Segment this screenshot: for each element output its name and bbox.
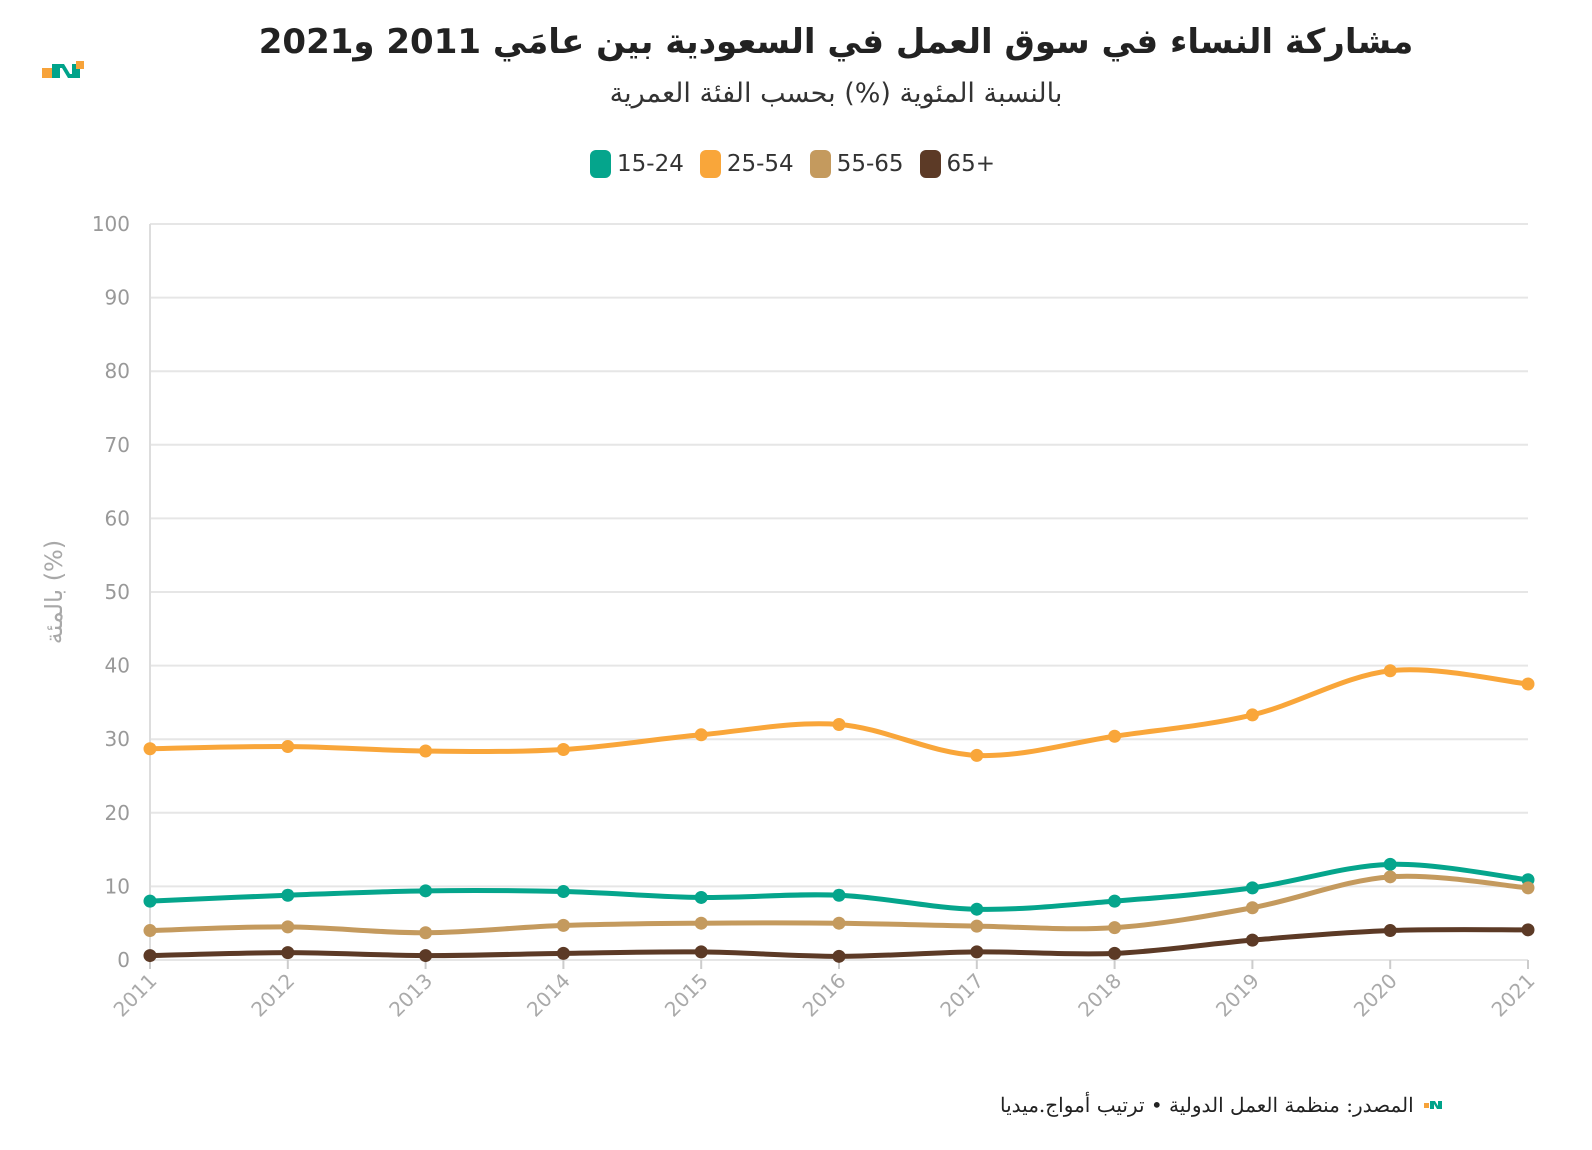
data-point-55-65-2018 [1108,921,1122,935]
data-point-15-24-2018 [1108,894,1122,908]
amwaj-small-logo-icon [1423,1101,1442,1109]
data-point-15-24-2017 [970,902,984,916]
data-point-25-54-2018 [1108,729,1122,743]
data-point-25-54-2017 [970,748,984,762]
x-tick-label: 2020 [1349,969,1402,1022]
x-tick-label: 2013 [384,969,437,1022]
y-tick-label: 10 [105,874,130,898]
data-point-25-54-2012 [281,740,295,754]
legend-swatch [809,150,831,178]
data-point-65+-2018 [1108,946,1122,960]
data-point-55-65-2017 [970,919,984,933]
data-point-25-54-2019 [1245,708,1259,722]
x-tick-label: 2018 [1073,969,1126,1022]
legend-swatch [590,150,611,178]
legend-item-65+[interactable]: 65+ [919,150,996,178]
data-point-25-54-2014 [556,743,570,757]
data-point-65+-2014 [556,946,570,960]
data-point-55-65-2020 [1383,870,1397,884]
data-point-15-24-2013 [419,884,433,898]
data-point-15-24-2020 [1383,857,1397,871]
data-point-65+-2015 [694,945,708,959]
legend-label: 65+ [946,151,996,177]
x-tick-label: 2011 [109,969,162,1022]
legend-item-15-24[interactable]: 15-24 [590,150,684,178]
x-tick-label: 2012 [246,969,299,1022]
data-point-15-24-2016 [832,888,846,902]
y-axis-title: بالمئة (%) [40,540,68,644]
x-tick-label: 2015 [660,969,713,1022]
data-point-25-54-2020 [1383,664,1397,678]
data-point-65+-2013 [419,949,433,963]
legend-swatch [919,150,941,178]
data-point-25-54-2015 [694,728,708,742]
legend-label: 15-24 [617,151,684,177]
chart-subtitle: بالنسبة المئوية (%) بحسب الفئة العمرية [609,78,1063,109]
data-point-65+-2017 [970,945,984,959]
legend-swatch [699,150,721,178]
data-point-55-65-2015 [694,916,708,930]
legend-label: 25-54 [726,151,794,177]
data-point-25-54-2021 [1521,677,1535,691]
data-point-25-54-2011 [143,742,157,756]
legend-item-25-54[interactable]: 25-54 [699,150,794,178]
data-point-15-24-2015 [694,890,708,904]
data-point-15-24-2012 [281,888,295,902]
data-point-25-54-2016 [832,717,846,731]
y-tick-label: 70 [105,433,130,457]
x-tick-label: 2019 [1211,969,1264,1022]
x-tick-label: 2014 [522,969,575,1022]
chart-legend: 15-24 25-54 55-65 65+ [590,150,995,178]
y-tick-label: 80 [105,359,130,383]
data-point-65+-2020 [1383,924,1397,938]
data-point-15-24-2014 [556,885,570,899]
data-point-55-65-2013 [419,926,433,940]
data-point-15-24-2019 [1245,881,1259,895]
legend-item-55-65[interactable]: 55-65 [809,150,904,178]
data-point-65+-2012 [281,946,295,960]
data-point-15-24-2011 [143,894,157,908]
series-line-25-54 [147,667,1531,759]
y-tick-label: 90 [105,286,130,310]
x-tick-label: 2021 [1487,969,1540,1022]
data-point-65+-2019 [1245,933,1259,947]
chart-footer: المصدر: منظمة العمل الدولية • ترتيب أموا… [1000,1093,1540,1117]
x-tick-label: 2016 [798,969,851,1022]
data-point-65+-2021 [1521,923,1535,937]
chart-title: مشاركة النساء في سوق العمل في السعودية ب… [258,22,1414,62]
y-tick-label: 0 [117,948,130,972]
data-point-65+-2011 [143,949,157,963]
data-point-65+-2016 [832,949,846,963]
data-point-55-65-2021 [1521,881,1535,895]
data-point-55-65-2014 [556,918,570,932]
data-point-55-65-2011 [143,924,157,938]
y-tick-label: 40 [105,654,130,678]
x-tick-label: 2017 [935,969,988,1022]
amwaj-logo-icon [42,61,84,78]
data-point-55-65-2019 [1245,901,1259,915]
y-tick-label: 50 [105,580,130,604]
y-tick-label: 30 [105,727,130,751]
y-tick-label: 100 [92,212,130,236]
y-tick-label: 20 [105,801,130,825]
y-tick-label: 60 [105,506,130,530]
data-point-55-65-2012 [281,920,295,934]
source-text: المصدر: منظمة العمل الدولية • ترتيب أموا… [1000,1093,1414,1117]
data-point-25-54-2013 [419,744,433,758]
data-point-55-65-2016 [832,916,846,930]
legend-label: 55-65 [836,151,904,177]
